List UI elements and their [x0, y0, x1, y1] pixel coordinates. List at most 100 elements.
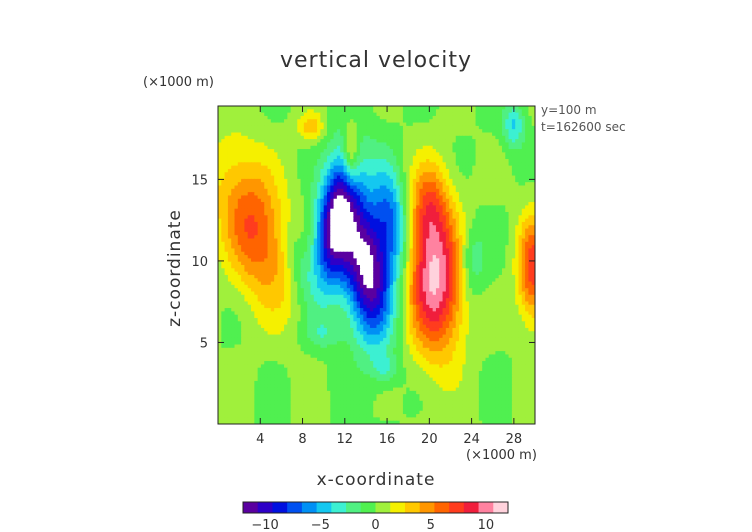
field-cell: [300, 228, 305, 233]
field-cell: [389, 198, 394, 203]
field-cell: [521, 109, 526, 114]
field-cell: [343, 159, 348, 163]
field-cell: [525, 185, 529, 190]
field-cell: [419, 122, 424, 127]
field-cell: [409, 139, 414, 144]
field-cell: [270, 152, 275, 157]
field-cell: [475, 271, 480, 276]
field-cell: [290, 228, 295, 233]
field-cell: [231, 221, 236, 226]
field-cell: [445, 188, 450, 193]
field-cell: [416, 268, 421, 273]
field-cell: [257, 202, 262, 206]
field-cell: [300, 162, 305, 167]
field-cell: [234, 159, 239, 163]
field-cell: [379, 202, 384, 206]
field-cell: [442, 248, 447, 253]
field-cell: [323, 208, 328, 213]
field-cell: [399, 221, 404, 226]
field-cell: [237, 231, 242, 236]
field-cell: [277, 155, 282, 160]
field-cell: [221, 119, 226, 124]
field-cell: [284, 185, 288, 190]
field-cell: [290, 165, 295, 170]
field-cell: [452, 115, 457, 120]
field-cell: [383, 168, 387, 173]
field-cell: [498, 172, 503, 177]
field-cell: [287, 152, 292, 157]
field-cell: [399, 152, 404, 157]
field-cell: [218, 106, 222, 110]
field-cell: [389, 178, 394, 183]
field-cell: [313, 271, 318, 276]
field-cell: [492, 261, 496, 266]
field-cell: [435, 271, 440, 276]
field-cell: [452, 129, 457, 134]
field-cell: [293, 235, 298, 240]
field-cell: [251, 221, 255, 226]
field-cell: [373, 149, 378, 153]
field-cell: [465, 115, 470, 120]
field-cell: [323, 129, 328, 134]
field-cell: [247, 125, 252, 130]
field-cell: [353, 112, 358, 117]
field-cell: [270, 142, 275, 147]
field-cell: [369, 208, 374, 213]
field-cell: [383, 175, 387, 180]
field-cell: [343, 109, 348, 114]
field-cell: [518, 228, 523, 233]
field-cell: [353, 139, 358, 144]
field-cell: [343, 162, 348, 167]
field-cell: [435, 261, 440, 266]
field-cell: [439, 271, 444, 276]
field-cell: [462, 261, 467, 266]
field-cell: [501, 129, 506, 134]
field-cell: [303, 231, 308, 236]
field-cell: [472, 212, 477, 216]
field-cell: [270, 228, 275, 233]
field-cell: [468, 178, 473, 183]
field-cell: [323, 274, 328, 279]
field-cell: [369, 165, 374, 170]
field-cell: [389, 258, 394, 263]
field-cell: [429, 155, 434, 160]
field-cell: [383, 125, 387, 130]
field-cell: [280, 268, 285, 273]
field-cell: [366, 168, 371, 173]
field-cell: [485, 185, 490, 190]
field-cell: [313, 261, 318, 266]
field-cell: [462, 205, 467, 210]
field-cell: [237, 238, 242, 243]
field-cell: [346, 172, 351, 177]
field-cell: [274, 159, 279, 163]
field-cell: [462, 175, 467, 180]
field-cell: [445, 122, 450, 127]
field-cell: [231, 268, 236, 273]
field-cell: [353, 129, 358, 134]
field-cell: [274, 245, 279, 250]
field-cell: [505, 202, 510, 206]
field-cell: [511, 245, 516, 250]
field-cell: [280, 205, 285, 210]
field-cell: [277, 135, 282, 140]
field-cell: [274, 251, 279, 256]
field-cell: [439, 255, 444, 259]
field-cell: [468, 159, 473, 163]
field-cell: [340, 162, 345, 167]
field-cell: [353, 198, 358, 203]
field-cell: [218, 235, 222, 240]
field-cell: [254, 202, 259, 206]
field-cell: [264, 212, 269, 216]
field-cell: [260, 142, 265, 147]
field-cell: [359, 135, 364, 140]
field-cell: [326, 182, 331, 187]
field-cell: [251, 268, 255, 273]
field-cell: [531, 202, 535, 206]
field-cell: [284, 129, 288, 134]
field-cell: [313, 265, 318, 269]
field-cell: [389, 162, 394, 167]
field-cell: [218, 208, 222, 213]
field-cell: [376, 238, 381, 243]
field-cell: [277, 149, 282, 153]
field-cell: [218, 172, 222, 177]
